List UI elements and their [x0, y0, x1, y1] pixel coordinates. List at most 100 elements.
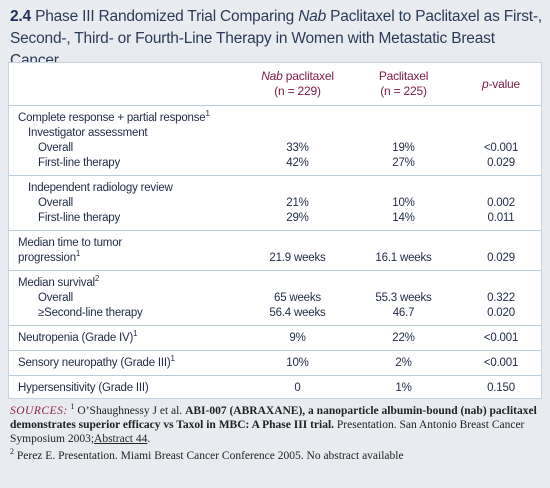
cell-value: 2%: [395, 357, 412, 369]
value-cell: [249, 175, 346, 196]
row-label: Independent radiology review: [28, 182, 173, 194]
footnote-ref: 1: [205, 109, 210, 119]
value-cell: 0.150: [461, 375, 541, 400]
row-label-cell: Sensory neuropathy (Grade III)1: [9, 350, 249, 376]
value-cell: 0.020: [461, 306, 541, 326]
cell-value: 29%: [286, 212, 309, 224]
header-text: Paclitaxel: [378, 69, 429, 83]
title-text: Phase III Randomized Trial Comparing: [35, 8, 299, 25]
row-label-cell: Investigator assessment: [9, 126, 249, 141]
table-row: Overall 21% 10% 0.002: [9, 196, 541, 211]
row-label-cell: Median time to tumor: [9, 230, 249, 251]
sources-heading: SOURCES:: [10, 405, 68, 417]
value-cell: [249, 270, 346, 291]
row-group: Median time to tumor progression1 21.9 wee…: [9, 230, 541, 271]
value-cell: [249, 105, 346, 126]
cell-value: 19%: [392, 142, 415, 154]
title-italic: Nab: [298, 8, 327, 25]
row-label-cell: ≥Second-line therapy: [9, 306, 249, 326]
source-text: Perez E. Presentation. Miami Breast Canc…: [16, 450, 404, 462]
value-cell: [346, 230, 461, 251]
cell-value: 0.029: [487, 157, 515, 169]
table-row: progression1 21.9 weeks 16.1 weeks 0.029: [9, 249, 541, 271]
row-label: Investigator assessment: [28, 127, 148, 139]
row-group: Median survival2 Overall 65 weeks 55.3 week…: [9, 270, 541, 326]
cell-value: 0.150: [487, 382, 515, 394]
footnote-ref: 1: [170, 354, 175, 364]
row-label-cell: Overall: [9, 196, 249, 211]
row-label-cell: First-line therapy: [9, 211, 249, 231]
value-cell: 33%: [249, 141, 346, 156]
row-label: Median survival: [18, 277, 95, 289]
value-cell: 27%: [346, 156, 461, 176]
value-cell: 10%: [249, 350, 346, 376]
cell-value: 0: [294, 382, 301, 394]
value-cell: 16.1 weeks: [346, 251, 461, 271]
value-cell: 0.322: [461, 291, 541, 306]
source-link[interactable]: Abstract 44: [94, 433, 148, 445]
header-text: paclitaxel: [282, 69, 334, 83]
row-label-cell: Neutropenia (Grade IV)1: [9, 325, 249, 351]
cell-value: 21.9 weeks: [269, 252, 326, 264]
row-label: Neutropenia (Grade IV): [18, 332, 134, 344]
cell-value: 10%: [286, 357, 309, 369]
table-row: ≥Second-line therapy 56.4 weeks 46.7 0.020: [9, 306, 541, 326]
source-number: 2: [10, 447, 14, 457]
cell-value: 21%: [286, 197, 309, 209]
header-italic: Nab: [261, 69, 283, 83]
value-cell: 55.3 weeks: [346, 291, 461, 306]
source-item: 2 Perez E. Presentation. Miami Breast Ca…: [10, 447, 540, 463]
cell-value: 0.011: [487, 212, 515, 224]
value-cell: [346, 270, 461, 291]
title-number: 2.4: [10, 8, 31, 25]
row-label-cell: Overall: [9, 291, 249, 306]
table-row: Median time to tumor: [9, 230, 541, 251]
row-label: Sensory neuropathy (Grade III): [18, 357, 171, 369]
footnote-ref: 1: [75, 249, 81, 259]
source-number: 1: [70, 402, 75, 412]
row-label: progression: [18, 252, 76, 264]
value-cell: [346, 175, 461, 196]
value-cell: [249, 126, 346, 141]
value-cell: [461, 270, 541, 291]
cell-value: 16.1 weeks: [375, 252, 432, 264]
source-text: .: [147, 433, 151, 445]
value-cell: 0: [249, 375, 346, 400]
table-row: Independent radiology review: [9, 175, 541, 196]
table-row: Overall 65 weeks 55.3 weeks 0.322: [9, 291, 541, 306]
table-box: Nab paclitaxel (n = 229) Paclitaxel (n = 2…: [8, 62, 542, 400]
value-cell: <0.001: [461, 350, 541, 376]
value-cell: <0.001: [461, 141, 541, 156]
row-label: Median time to tumor: [18, 237, 123, 249]
cell-value: 55.3 weeks: [375, 292, 432, 304]
header-n: (n = 229): [274, 84, 321, 98]
cell-value: 27%: [392, 157, 415, 169]
table-row: Complete response + partial response1: [9, 105, 541, 126]
cell-value: 22%: [392, 332, 415, 344]
value-cell: 65 weeks: [249, 291, 346, 306]
row-label-cell: Hypersensitivity (Grade III): [9, 375, 249, 400]
cell-value: 0.020: [487, 307, 515, 319]
value-cell: [461, 126, 541, 141]
value-cell: 0.011: [461, 211, 541, 231]
table-row: Neutropenia (Grade IV)1 9% 22% <0.001: [9, 325, 541, 351]
cell-value: 46.7: [392, 307, 415, 319]
header-cell: p-value: [461, 63, 541, 106]
value-cell: <0.001: [461, 325, 541, 351]
value-cell: 21%: [249, 196, 346, 211]
footnote-ref: 1: [133, 329, 138, 339]
value-cell: 9%: [249, 325, 346, 351]
row-label: Overall: [38, 292, 74, 304]
row-label: First-line therapy: [38, 157, 121, 169]
row-label: Overall: [38, 197, 74, 209]
table-row: Investigator assessment: [9, 126, 541, 141]
row-label-cell: Independent radiology review: [9, 175, 249, 196]
value-cell: 42%: [249, 156, 346, 176]
value-cell: 56.4 weeks: [249, 306, 346, 326]
value-cell: 1%: [346, 375, 461, 400]
cell-value: 56.4 weeks: [269, 307, 326, 319]
row-label-cell: Complete response + partial response1: [9, 105, 249, 126]
row-label-cell: progression1: [9, 249, 249, 271]
cell-value: 10%: [392, 197, 415, 209]
